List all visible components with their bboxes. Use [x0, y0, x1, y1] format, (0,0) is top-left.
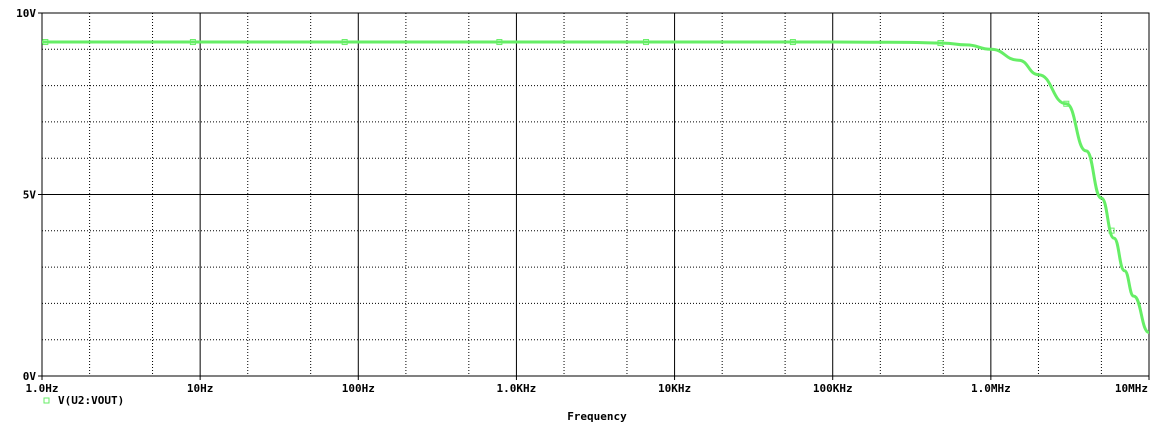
- series-marker: [937, 40, 944, 47]
- x-tick-label: 1.0Hz: [25, 382, 58, 395]
- x-tick-label: 1.0KHz: [497, 382, 537, 395]
- series-marker: [789, 39, 796, 46]
- x-tick-label: 10MHz: [1115, 382, 1148, 395]
- series-layer: [42, 39, 1150, 334]
- x-axis-label: Frequency: [567, 410, 627, 423]
- y-tick-label: 10V: [16, 7, 36, 20]
- series-marker: [189, 39, 196, 46]
- legend-label: V(U2:VOUT): [58, 394, 124, 407]
- series-marker: [1108, 227, 1115, 234]
- x-tick-label: 10Hz: [187, 382, 214, 395]
- x-tick-label: 10KHz: [658, 382, 691, 395]
- series-marker: [1063, 100, 1070, 107]
- x-tick-label: 100Hz: [342, 382, 375, 395]
- x-axis-ticks: 1.0Hz 10Hz 100Hz 1.0KHz 10KHz 100KHz 1.0MHz 10M…: [25, 376, 1150, 395]
- y-tick-label: 0V: [23, 370, 37, 383]
- legend-marker: [43, 397, 50, 404]
- series-marker: [643, 39, 650, 46]
- series-marker: [42, 39, 49, 46]
- series-marker: [341, 39, 348, 46]
- x-tick-label: 1.0MHz: [971, 382, 1011, 395]
- legend: V(U2:VOUT): [43, 394, 124, 407]
- y-axis-ticks: 0V 5V 10V: [16, 7, 42, 383]
- x-tick-label: 100KHz: [813, 382, 853, 395]
- series-line: [42, 40, 1150, 334]
- y-tick-label: 5V: [23, 189, 37, 202]
- series-marker: [496, 39, 503, 46]
